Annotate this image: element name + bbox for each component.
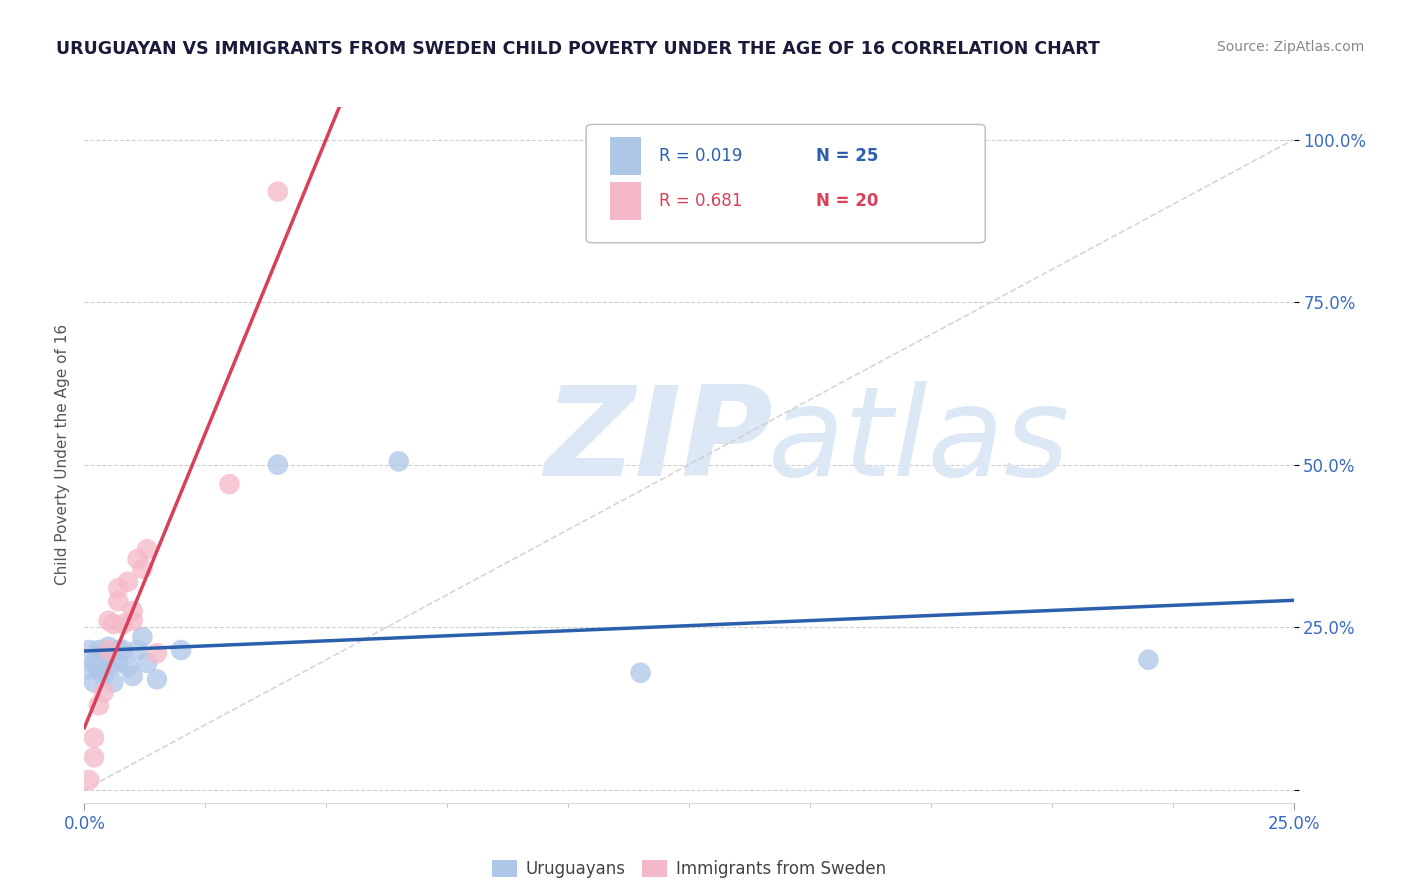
Point bbox=[131, 562, 153, 576]
Point bbox=[121, 669, 143, 683]
Point bbox=[107, 581, 129, 595]
Point bbox=[630, 665, 652, 680]
FancyBboxPatch shape bbox=[586, 124, 986, 243]
Point bbox=[97, 659, 120, 673]
Legend: Uruguayans, Immigrants from Sweden: Uruguayans, Immigrants from Sweden bbox=[485, 854, 893, 885]
Point bbox=[83, 675, 105, 690]
Bar bbox=[610, 182, 641, 220]
Point bbox=[103, 675, 125, 690]
Point bbox=[112, 643, 135, 657]
Point bbox=[127, 643, 149, 657]
Point bbox=[77, 663, 100, 677]
Point bbox=[218, 477, 240, 491]
Point bbox=[77, 643, 100, 657]
Point bbox=[87, 698, 110, 713]
Point bbox=[87, 663, 110, 677]
Point bbox=[267, 458, 290, 472]
Point bbox=[121, 604, 143, 618]
Point bbox=[83, 656, 105, 670]
Point bbox=[93, 649, 115, 664]
Point bbox=[107, 656, 129, 670]
Point bbox=[121, 614, 143, 628]
Text: Source: ZipAtlas.com: Source: ZipAtlas.com bbox=[1216, 40, 1364, 54]
Point bbox=[117, 659, 139, 673]
Point bbox=[97, 640, 120, 654]
Point bbox=[267, 185, 290, 199]
Point bbox=[136, 542, 159, 557]
Point bbox=[103, 617, 125, 632]
Point bbox=[388, 454, 411, 468]
Point bbox=[170, 643, 193, 657]
Point bbox=[146, 646, 169, 660]
Bar bbox=[610, 136, 641, 175]
Point bbox=[127, 552, 149, 566]
Point bbox=[146, 672, 169, 686]
Text: N = 20: N = 20 bbox=[815, 192, 879, 210]
Point bbox=[87, 643, 110, 657]
Point bbox=[83, 731, 105, 745]
Point bbox=[136, 656, 159, 670]
Point bbox=[93, 685, 115, 699]
Text: atlas: atlas bbox=[768, 381, 1070, 501]
Text: ZIP: ZIP bbox=[544, 381, 772, 501]
Point bbox=[83, 750, 105, 764]
Text: R = 0.681: R = 0.681 bbox=[658, 192, 742, 210]
Text: N = 25: N = 25 bbox=[815, 147, 879, 165]
Point bbox=[107, 643, 129, 657]
Text: URUGUAYAN VS IMMIGRANTS FROM SWEDEN CHILD POVERTY UNDER THE AGE OF 16 CORRELATIO: URUGUAYAN VS IMMIGRANTS FROM SWEDEN CHIL… bbox=[56, 40, 1099, 58]
Point bbox=[117, 574, 139, 589]
Point bbox=[97, 643, 120, 657]
Point bbox=[97, 614, 120, 628]
Text: R = 0.019: R = 0.019 bbox=[658, 147, 742, 165]
Point bbox=[107, 594, 129, 608]
Point bbox=[77, 772, 100, 787]
Point bbox=[93, 669, 115, 683]
Point bbox=[131, 630, 153, 644]
Y-axis label: Child Poverty Under the Age of 16: Child Poverty Under the Age of 16 bbox=[55, 325, 70, 585]
Point bbox=[1137, 653, 1160, 667]
Point bbox=[112, 617, 135, 632]
